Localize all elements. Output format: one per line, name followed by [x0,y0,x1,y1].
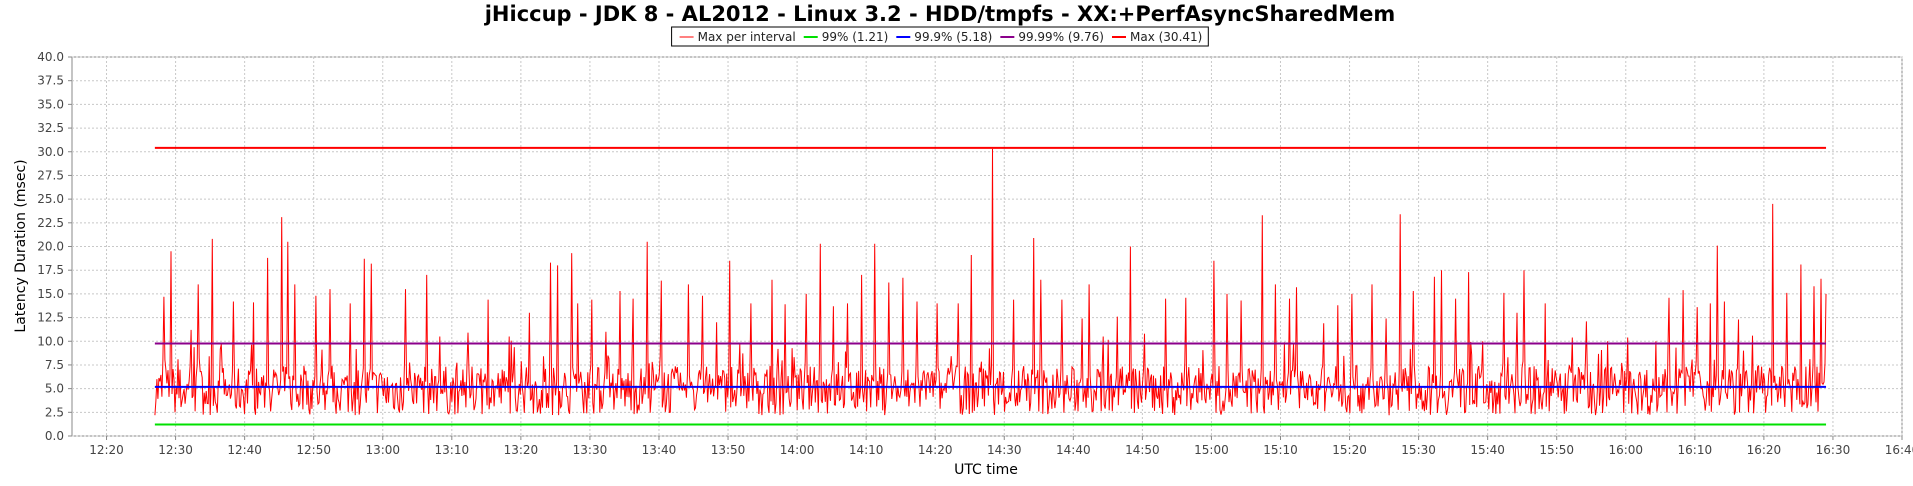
x-tick-label: 16:00 [1608,443,1643,457]
y-tick-label: 2.5 [45,405,64,419]
x-tick-label: 16:10 [1678,443,1713,457]
x-tick-label: 12:20 [89,443,124,457]
series-max-per-interval [154,148,1827,416]
x-tick-label: 16:40 [1885,443,1913,457]
legend-item: Max per interval [698,30,796,44]
y-tick-label: 35.0 [37,97,64,111]
legend-item: 99% (1.21) [822,30,889,44]
x-tick-label: 15:30 [1401,443,1436,457]
x-tick-label: 15:40 [1470,443,1505,457]
y-tick-label: 10.0 [37,334,64,348]
x-tick-label: 15:10 [1263,443,1298,457]
x-axis-label: UTC time [954,462,1018,478]
y-tick-label: 37.5 [37,74,64,88]
x-tick-label: 14:40 [1056,443,1091,457]
series-layer [154,146,1827,426]
x-tick-label: 13:00 [365,443,400,457]
x-tick-label: 15:00 [1194,443,1229,457]
chart-title: jHiccup - JDK 8 - AL2012 - Linux 3.2 - H… [484,2,1396,26]
y-tick-label: 25.0 [37,192,64,206]
y-tick-label: 30.0 [37,145,64,159]
y-tick-label: 40.0 [37,50,64,64]
legend-item: Max (30.41) [1130,30,1202,44]
x-tick-label: 12:30 [158,443,193,457]
y-axis-label: Latency Duration (msec) [13,159,29,332]
x-tick-label: 16:20 [1747,443,1782,457]
x-tick-label: 14:00 [780,443,815,457]
y-tick-label: 27.5 [37,168,64,182]
legend-item: 99.99% (9.76) [1018,30,1104,44]
x-tick-label: 15:50 [1539,443,1574,457]
x-tick-label: 12:40 [227,443,262,457]
x-tick-label: 13:20 [504,443,539,457]
y-tick-label: 17.5 [37,263,64,277]
y-tick-label: 20.0 [37,240,64,254]
x-tick-label: 15:20 [1332,443,1367,457]
legend-box [671,26,1209,47]
y-tick-label: 12.5 [37,311,64,325]
x-tick-label: 16:30 [1816,443,1851,457]
x-axis: 12:20 12:30 12:40 12:50 13:00 13:10 13:20 13:30… [89,436,1913,457]
x-tick-label: 14:20 [918,443,953,457]
y-tick-label: 32.5 [37,121,64,135]
x-tick-label: 13:10 [435,443,470,457]
legend: Max per interval 99% (1.21) 99.9% (5.18) 99… [671,26,1209,47]
y-axis: 0.0 2.5 5.0 7.5 10.0 12.5 15.0 17.5 20.0 22.5 25.0… [37,50,72,443]
x-tick-label: 13:40 [642,443,677,457]
y-tick-label: 7.5 [45,358,64,372]
x-tick-label: 14:50 [1125,443,1160,457]
x-tick-label: 13:30 [573,443,608,457]
x-tick-label: 13:50 [711,443,746,457]
y-tick-label: 22.5 [37,216,64,230]
x-tick-label: 14:30 [987,443,1022,457]
y-tick-label: 0.0 [45,429,64,443]
y-tick-label: 5.0 [45,382,64,396]
legend-item: 99.9% (5.18) [914,30,992,44]
x-tick-label: 14:10 [849,443,884,457]
y-tick-label: 15.0 [37,287,64,301]
x-tick-label: 12:50 [296,443,331,457]
